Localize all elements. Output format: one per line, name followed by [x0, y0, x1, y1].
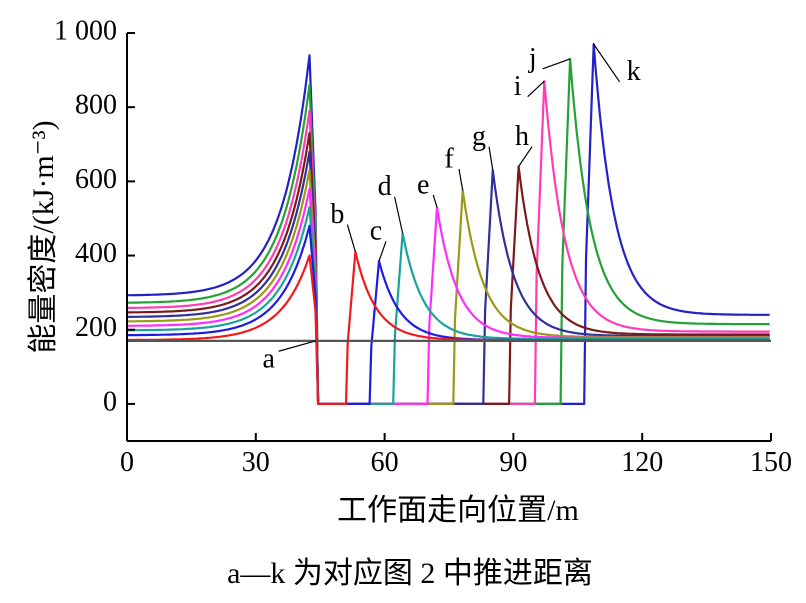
series-labels: a bcd efg hij k — [262, 43, 640, 374]
leader-line-k — [593, 43, 621, 83]
y-axis-title: 能量密度/(kJ·m⁻³) — [27, 120, 60, 353]
leader-line-h — [518, 146, 533, 167]
x-tick-label: 30 — [242, 447, 270, 478]
y-tick-label: 400 — [75, 238, 117, 269]
series-label-j: j — [528, 43, 537, 74]
x-tick-label: 0 — [120, 447, 134, 478]
x-tick-label: 120 — [621, 447, 663, 478]
leader-line-d — [394, 196, 404, 234]
series-line-g — [127, 150, 770, 405]
axes — [126, 33, 771, 442]
leader-line-e — [432, 194, 438, 208]
y-tick-label: 1 000 — [54, 15, 117, 46]
series-label-a: a — [262, 344, 275, 375]
series-line-f — [127, 169, 770, 405]
chart-caption: a—k 为对应图 2 中推进距离 — [227, 557, 593, 590]
series-line-h — [127, 132, 770, 405]
leader-line-b — [346, 224, 356, 253]
x-tick-label: 60 — [371, 447, 399, 478]
series-label-f: f — [444, 143, 454, 174]
series-line-j — [127, 57, 770, 405]
series-line-d — [127, 206, 770, 405]
plot-area — [126, 43, 771, 405]
leader-line-a — [278, 340, 317, 352]
x-tick-label: 90 — [499, 447, 527, 478]
ticks: 0 200 400 600 800 1 000 0 30 60 90 120 150 — [54, 15, 792, 478]
leader-line-f — [458, 168, 464, 191]
leader-line-i — [527, 80, 545, 98]
series-label-b: b — [330, 199, 344, 230]
x-tick-label: 150 — [750, 447, 792, 478]
y-tick-label: 600 — [75, 164, 117, 195]
series-label-k: k — [627, 56, 641, 87]
series-label-i: i — [514, 71, 522, 102]
leader-line-j — [542, 58, 571, 70]
y-tick-label: 0 — [103, 386, 117, 417]
y-tick-label: 200 — [75, 312, 117, 343]
leader-line-g — [488, 146, 494, 171]
series-label-e: e — [417, 169, 429, 200]
series-line-e — [127, 187, 770, 405]
series-label-h: h — [515, 121, 529, 152]
series-label-d: d — [378, 171, 392, 202]
x-axis-title: 工作面走向位置/m — [337, 494, 579, 527]
series-line-i — [127, 80, 770, 405]
y-tick-label: 800 — [75, 90, 117, 121]
series-label-c: c — [370, 216, 382, 247]
series-line-k — [126, 43, 770, 405]
leader-line-c — [378, 241, 387, 262]
series-label-g: g — [472, 121, 486, 152]
